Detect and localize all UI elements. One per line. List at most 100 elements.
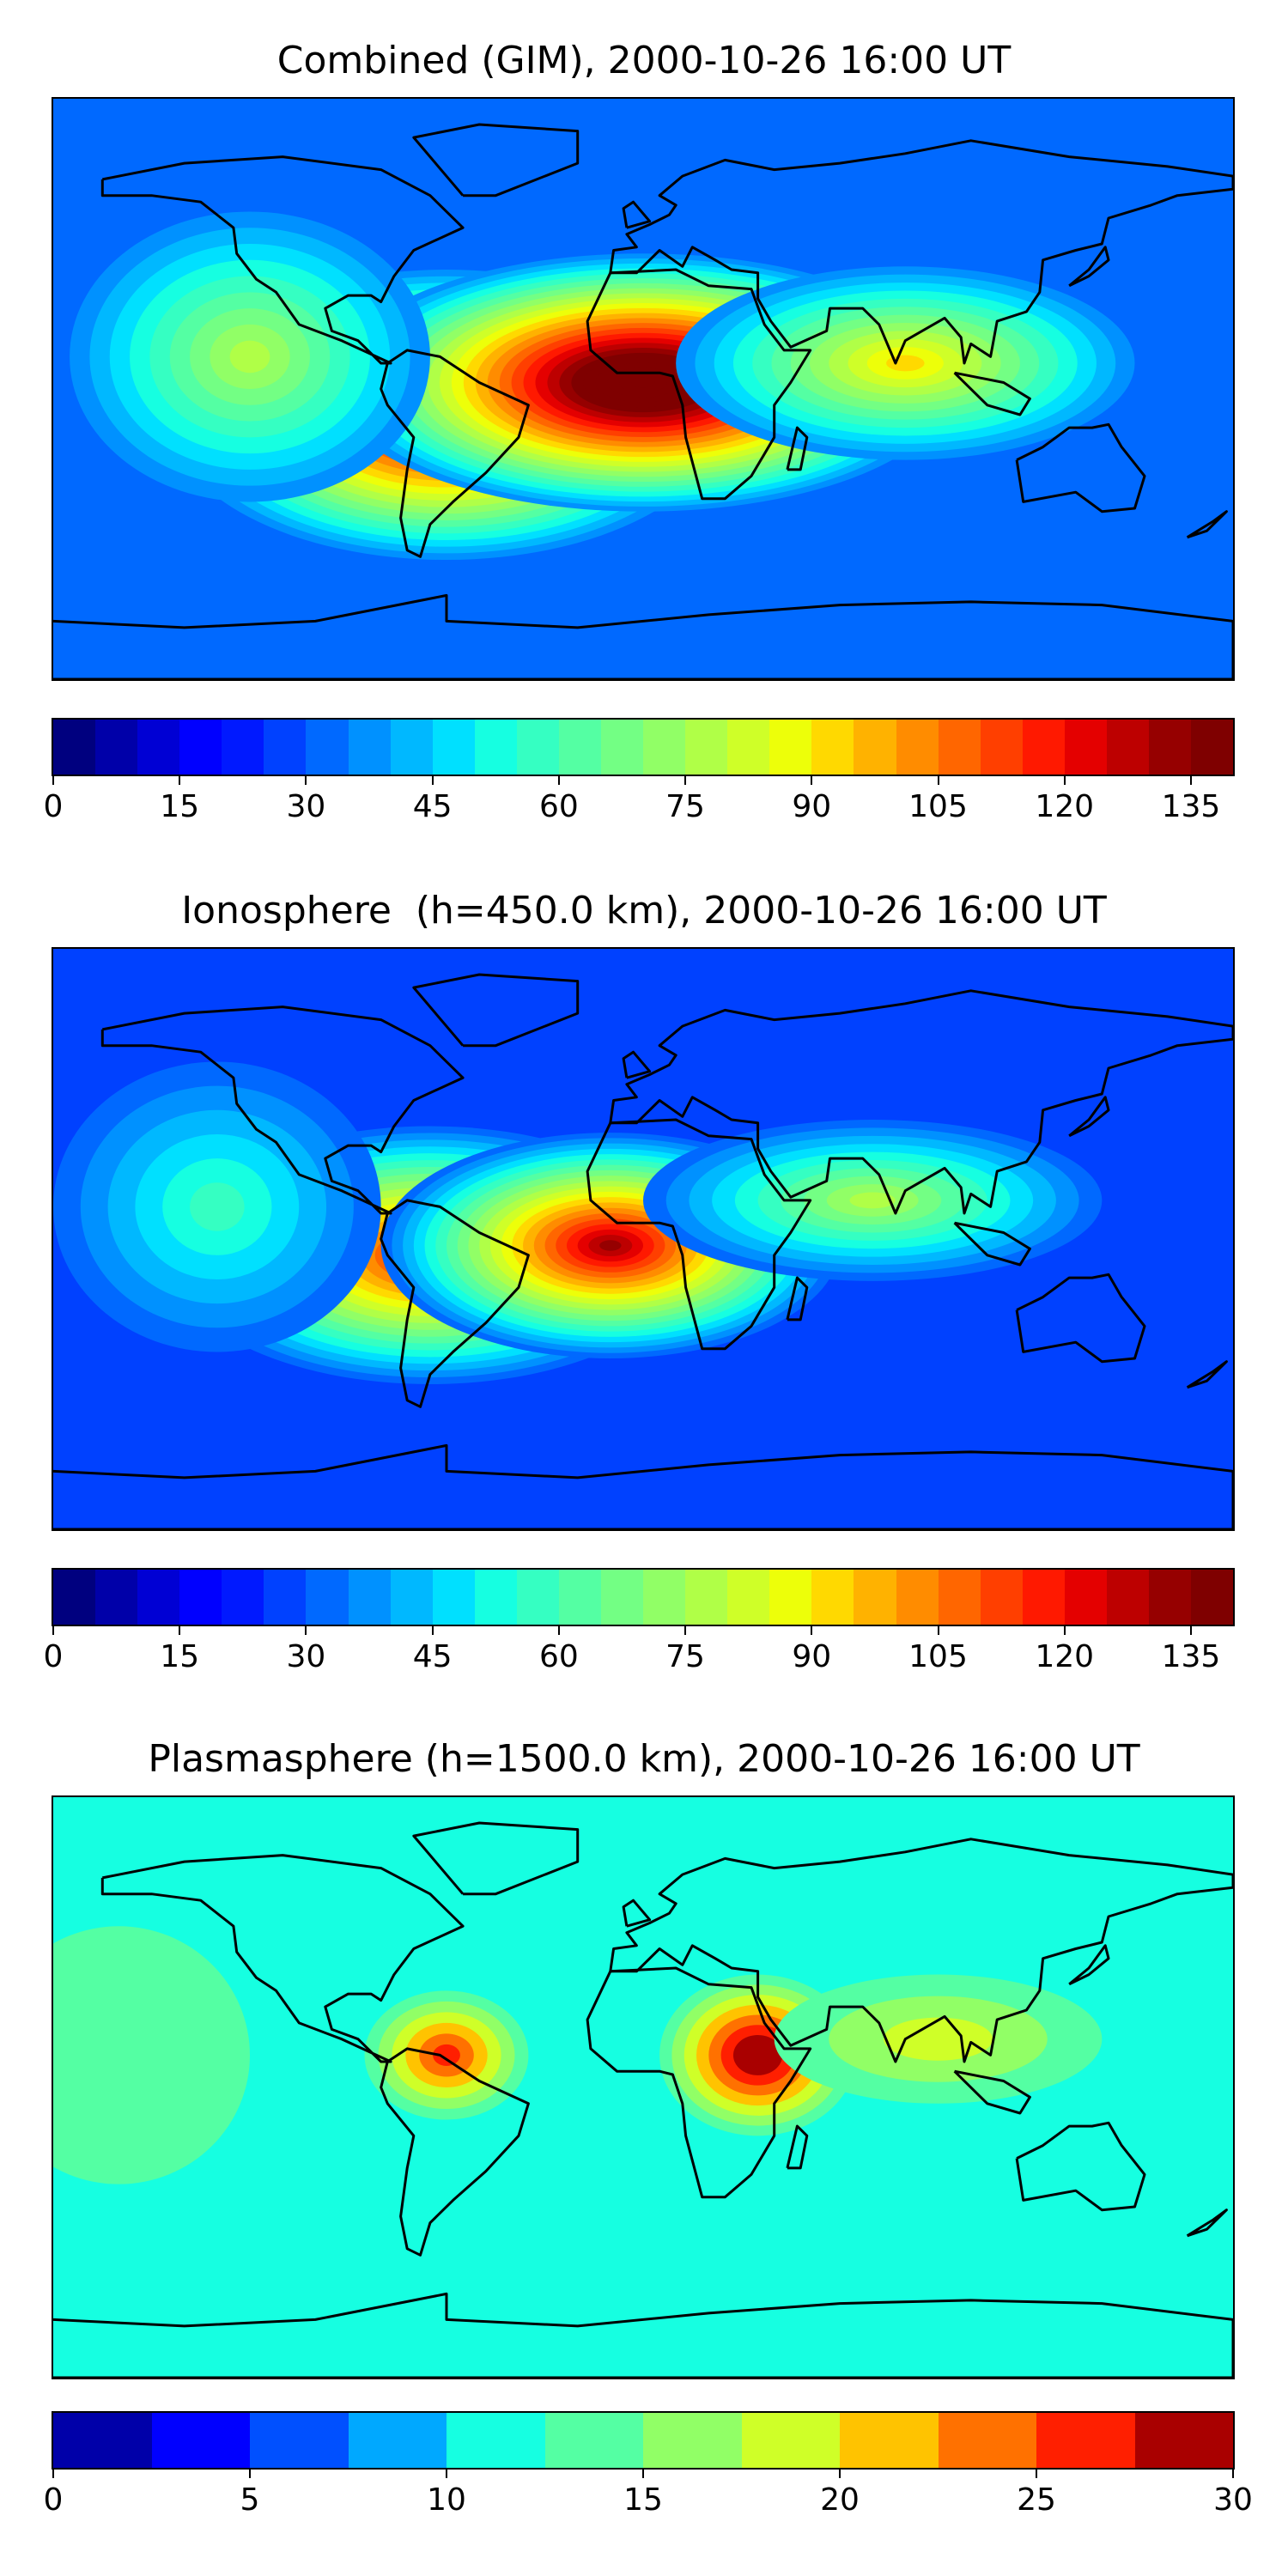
colorbar-segment xyxy=(447,2413,545,2468)
tec-map-plasmasphere xyxy=(53,1797,1233,2378)
colorbar-tick-label: 75 xyxy=(665,1639,705,1674)
colorbar-segment xyxy=(250,2413,349,2468)
map-panel-gim xyxy=(52,97,1235,681)
colorbar-tick-label: 0 xyxy=(43,2482,64,2518)
colorbar-tick-label: 20 xyxy=(820,2482,860,2518)
colorbar-tick-label: 105 xyxy=(908,789,968,824)
colorbar-tick xyxy=(811,776,813,785)
map-title-plasmasphere: Plasmasphere (h=1500.0 km), 2000-10-26 1… xyxy=(148,1737,1140,1781)
coastline xyxy=(953,1221,1031,1267)
colorbar-tick xyxy=(684,1626,687,1635)
colorbar-tick-label: 15 xyxy=(623,2482,663,2518)
coastline xyxy=(1186,2208,1228,2238)
coastline xyxy=(100,155,465,365)
colorbar-segment xyxy=(432,720,475,775)
colorbar-tick xyxy=(642,2470,644,2478)
colorbar-tick xyxy=(52,776,54,785)
colorbar-segment xyxy=(1022,1570,1065,1625)
colorbar-segment xyxy=(769,720,812,775)
colorbar-tick-label: 135 xyxy=(1161,789,1221,824)
colorbar-segment xyxy=(390,720,433,775)
colorbar-tick-label: 30 xyxy=(286,1639,326,1674)
colorbar-tick xyxy=(1189,776,1192,785)
colorbar-segment xyxy=(741,2413,840,2468)
colorbar-segment xyxy=(348,720,391,775)
colorbar-segment xyxy=(348,1570,391,1625)
colorbar-segment xyxy=(840,2413,939,2468)
colorbar-tick xyxy=(557,1626,560,1635)
colorbar-tick-label: 135 xyxy=(1161,1639,1221,1674)
colorbar-tick xyxy=(557,776,560,785)
colorbar-tick-label: 120 xyxy=(1035,1639,1095,1674)
colorbar-tick xyxy=(1036,2470,1037,2478)
contour-band xyxy=(599,1240,622,1251)
colorbar-tick-label: 105 xyxy=(908,1639,968,1674)
coastline xyxy=(786,2124,809,2170)
contour-band xyxy=(229,340,270,374)
coastline xyxy=(953,371,1031,416)
map-title-ionosphere: Ionosphere (h=450.0 km), 2000-10-26 16:0… xyxy=(181,889,1107,933)
colorbar-tick-label: 0 xyxy=(43,1639,64,1674)
coastline xyxy=(609,989,1233,1215)
coastline xyxy=(1186,1360,1228,1389)
colorbar-tick-label: 45 xyxy=(412,789,453,824)
colorbar-tick-label: 25 xyxy=(1017,2482,1056,2518)
coastline xyxy=(1068,246,1110,288)
colorbar-segment xyxy=(53,2413,152,2468)
colorbar-segment xyxy=(854,720,896,775)
coastline xyxy=(609,1838,1233,2063)
coastline xyxy=(100,1005,465,1215)
colorbar-tick-label: 30 xyxy=(286,789,326,824)
coastline xyxy=(1015,2121,1146,2212)
colorbar-segment xyxy=(601,720,644,775)
colorbar-segment xyxy=(306,1570,349,1625)
colorbar-segment xyxy=(474,1570,517,1625)
contour-band xyxy=(53,1926,250,2184)
colorbar-tick-label: 60 xyxy=(538,1639,579,1674)
coastline xyxy=(380,1199,530,1408)
colorbar-segment xyxy=(1106,720,1150,775)
coastline xyxy=(622,1050,652,1079)
contour-band xyxy=(883,2017,993,2061)
coastline xyxy=(1015,1273,1146,1364)
coastline xyxy=(100,1854,465,2063)
colorbar-segment xyxy=(558,720,602,775)
coastline xyxy=(412,973,580,1048)
coastline xyxy=(1068,1944,1110,1986)
colorbar-tick xyxy=(1063,776,1066,785)
colorbar-segment xyxy=(938,2413,1036,2468)
colorbar-tick-label: 15 xyxy=(160,1639,200,1674)
contour-band xyxy=(631,377,655,388)
colorbar-tick xyxy=(937,1626,939,1635)
colorbar-segment xyxy=(432,1570,475,1625)
contour-band xyxy=(745,2044,770,2066)
colorbar-segment xyxy=(854,1570,896,1625)
colorbar-segment xyxy=(601,1570,644,1625)
colorbar-tick-label: 90 xyxy=(792,789,832,824)
colorbar-segment xyxy=(643,2413,742,2468)
colorbar-tick xyxy=(811,1626,813,1635)
coastline xyxy=(586,1118,812,1351)
colorbar-ionosphere xyxy=(52,1568,1235,1626)
colorbar-segment xyxy=(544,2413,643,2468)
colorbar-tick xyxy=(1232,2470,1234,2478)
colorbar-segment xyxy=(390,1570,433,1625)
coastline xyxy=(53,1443,1233,1529)
colorbar-tick xyxy=(431,1626,434,1635)
coastline xyxy=(786,1276,809,1321)
colorbar-segment xyxy=(179,1570,222,1625)
colorbar-gim xyxy=(52,718,1235,776)
colorbar-segment xyxy=(1191,720,1234,775)
colorbar-segment xyxy=(516,1570,559,1625)
colorbar-tick xyxy=(179,776,181,785)
colorbar-segment xyxy=(151,2413,250,2468)
colorbar-segment xyxy=(1191,1570,1234,1625)
colorbar-segment xyxy=(811,1570,854,1625)
colorbar-tick xyxy=(839,2470,841,2478)
colorbar-tick xyxy=(305,776,307,785)
contour-band xyxy=(886,355,925,372)
colorbar-tick-label: 60 xyxy=(538,789,579,824)
colorbar-segment xyxy=(264,720,307,775)
map-panel-ionosphere xyxy=(52,947,1235,1531)
colorbar-segment xyxy=(137,1570,180,1625)
